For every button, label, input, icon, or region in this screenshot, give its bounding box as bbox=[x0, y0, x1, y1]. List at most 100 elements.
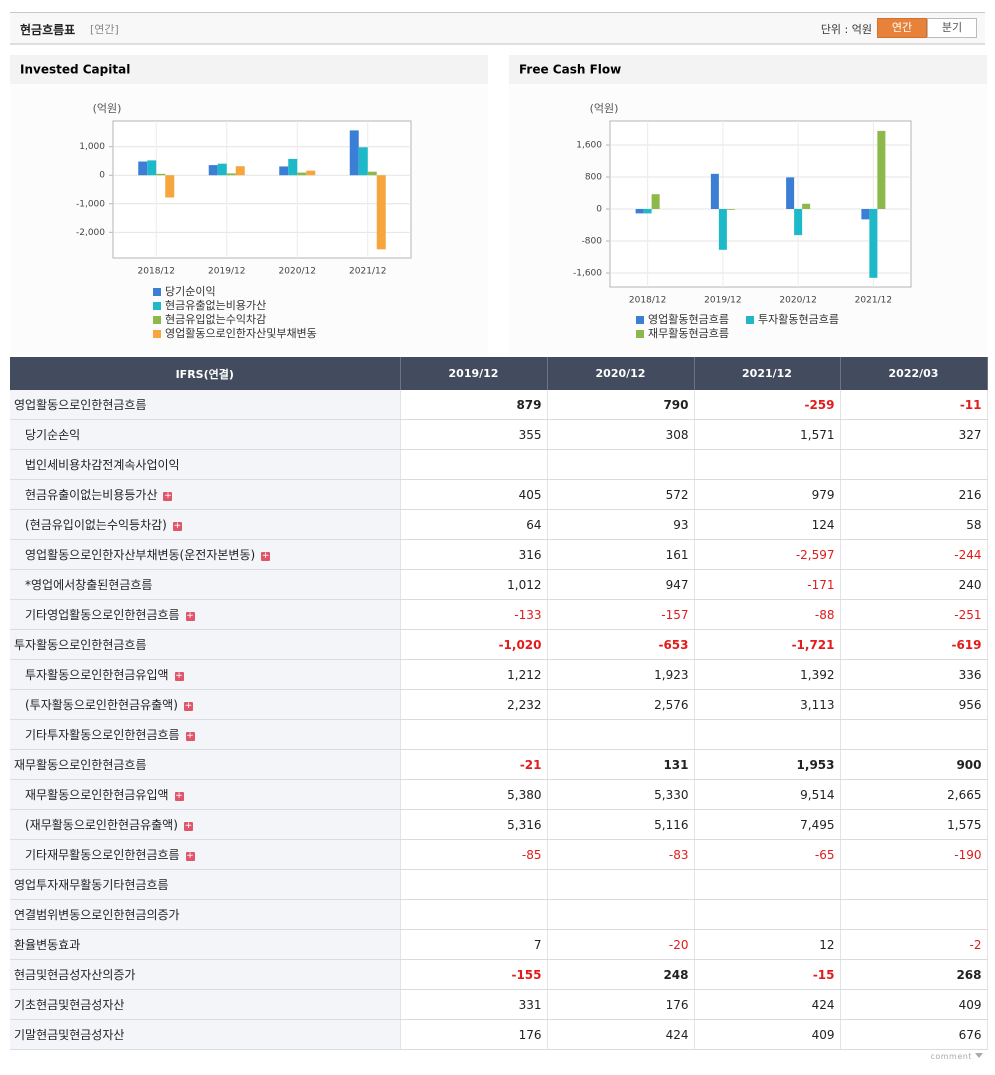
row-label: 투자활동으로인한현금유입액 bbox=[25, 668, 169, 682]
value-cell: 7,495 bbox=[694, 809, 841, 840]
panel-title-bar bbox=[509, 55, 987, 84]
legend-label: 현금유입없는수익차감 bbox=[165, 313, 266, 326]
x-tick-label: 2018/12 bbox=[138, 267, 175, 277]
value-cell bbox=[400, 869, 548, 900]
value-cell: 308 bbox=[547, 419, 695, 450]
row-label: 기말현금및현금성자산 bbox=[14, 1028, 125, 1042]
tab-quarterly[interactable]: 분기 bbox=[927, 18, 977, 38]
value-cell: 409 bbox=[840, 989, 988, 1020]
table-row: 환율변동효과 7 -20 12 -2 bbox=[10, 929, 988, 960]
row-label: 영업활동으로인한현금흐름 bbox=[14, 398, 147, 412]
row-label-cell: (재무활동으로인한현금유출액) + bbox=[10, 809, 401, 840]
expand-icon[interactable]: + bbox=[172, 521, 182, 531]
value-cell: 58 bbox=[840, 509, 988, 540]
expand-icon[interactable]: + bbox=[185, 851, 195, 861]
bar bbox=[349, 130, 359, 176]
bar bbox=[138, 161, 148, 176]
expand-icon[interactable]: + bbox=[185, 731, 195, 741]
table-row: 영업활동으로인한현금흐름 879 790 -259 -11 bbox=[10, 390, 988, 420]
y-tick-label: 1,600 bbox=[576, 141, 602, 151]
table-row: 기타투자활동으로인한현금흐름 + bbox=[10, 719, 988, 750]
value-cell: 93 bbox=[547, 509, 695, 540]
row-label-cell: 투자활동으로인한현금유입액 + bbox=[10, 659, 401, 690]
table-row: (재무활동으로인한현금유출액) +5,316 5,116 7,495 1,575 bbox=[10, 809, 988, 840]
expand-icon[interactable]: + bbox=[163, 491, 173, 501]
value-cell: 64 bbox=[400, 509, 548, 540]
x-tick-label: 2019/12 bbox=[704, 296, 741, 306]
value-cell bbox=[400, 899, 548, 930]
value-cell: -2,597 bbox=[694, 539, 841, 570]
value-cell: 947 bbox=[547, 569, 695, 600]
column-header: IFRS(연결) bbox=[10, 357, 401, 390]
value-cell: 5,330 bbox=[547, 779, 695, 810]
charts: Invested Capital Free Cash Flow (억원) 1,00… bbox=[10, 55, 987, 355]
expand-icon[interactable]: + bbox=[174, 671, 184, 681]
bar bbox=[635, 209, 644, 214]
value-cell: -157 bbox=[547, 599, 695, 630]
row-label-cell: 영업투자재무활동기타현금흐름 bbox=[10, 869, 401, 900]
value-cell bbox=[694, 719, 841, 750]
value-cell: -619 bbox=[840, 629, 988, 660]
value-cell: -155 bbox=[400, 959, 548, 990]
value-cell: -133 bbox=[400, 599, 548, 630]
bar bbox=[217, 163, 227, 176]
value-cell: 9,514 bbox=[694, 779, 841, 810]
value-cell: 424 bbox=[547, 1019, 695, 1050]
comment-label: comment bbox=[930, 1052, 972, 1061]
value-cell: 879 bbox=[400, 390, 548, 420]
bar bbox=[297, 172, 307, 176]
expand-icon[interactable]: + bbox=[174, 791, 184, 801]
bar bbox=[367, 171, 377, 176]
table-row: (현금유입이없는수익등차감) +64 93 124 58 bbox=[10, 509, 988, 540]
row-label-cell: 투자활동으로인한현금흐름 bbox=[10, 629, 401, 660]
value-cell: -65 bbox=[694, 839, 841, 870]
bar bbox=[306, 170, 316, 176]
column-header: 2019/12 bbox=[400, 357, 548, 390]
expand-icon[interactable]: + bbox=[185, 611, 195, 621]
legend-label: 재무활동현금흐름 bbox=[648, 326, 729, 340]
value-cell: 268 bbox=[840, 959, 988, 990]
row-label: 영업투자재무활동기타현금흐름 bbox=[14, 878, 169, 892]
bar bbox=[358, 147, 368, 176]
value-cell: 161 bbox=[547, 539, 695, 570]
column-header: 2020/12 bbox=[547, 357, 695, 390]
row-label: 기초현금및현금성자산 bbox=[14, 998, 125, 1012]
comment-toggle[interactable]: comment bbox=[930, 1052, 983, 1061]
bar bbox=[877, 130, 886, 209]
row-label-cell: 기타재무활동으로인한현금흐름 + bbox=[10, 839, 401, 870]
table-row: 재무활동으로인한현금유입액 +5,380 5,330 9,514 2,665 bbox=[10, 779, 988, 810]
value-cell: -251 bbox=[840, 599, 988, 630]
value-cell: 5,116 bbox=[547, 809, 695, 840]
value-cell: 355 bbox=[400, 419, 548, 450]
value-cell: 979 bbox=[694, 479, 841, 510]
row-label: 법인세비용차감전계속사업이익 bbox=[25, 458, 180, 472]
page-title: 현금흐름표 bbox=[20, 23, 76, 37]
row-label-cell: 환율변동효과 bbox=[10, 929, 401, 960]
y-tick-label: -800 bbox=[582, 237, 603, 247]
row-label: 재무활동으로인한현금흐름 bbox=[14, 758, 147, 772]
value-cell: 405 bbox=[400, 479, 548, 510]
table-row: 기타영업활동으로인한현금흐름 + -133 -157 -88 -251 bbox=[10, 599, 988, 630]
row-label-cell: 영업활동으로인한자산부채변동(운전자본변동) + bbox=[10, 539, 401, 570]
value-cell: 331 bbox=[400, 989, 548, 1020]
value-cell: -1,721 bbox=[694, 629, 841, 660]
tab-annual[interactable]: 연간 bbox=[877, 18, 927, 38]
value-cell: 1,571 bbox=[694, 419, 841, 450]
value-cell: -20 bbox=[547, 929, 695, 960]
value-cell: 2,576 bbox=[547, 689, 695, 720]
value-cell: -11 bbox=[840, 390, 988, 420]
plot-area bbox=[609, 120, 912, 288]
value-cell: -259 bbox=[694, 390, 841, 420]
expand-icon[interactable]: + bbox=[261, 551, 271, 561]
expand-icon[interactable]: + bbox=[183, 701, 193, 711]
table-row: 투자활동으로인한현금흐름 -1,020 -653 -1,721 -619 bbox=[10, 629, 988, 660]
value-cell: -83 bbox=[547, 839, 695, 870]
legend-label: 영업활동으로인한자산및부채변동 bbox=[165, 326, 317, 340]
expand-icon[interactable]: + bbox=[183, 821, 193, 831]
value-cell: -244 bbox=[840, 539, 988, 570]
chart-title: Invested Capital bbox=[20, 63, 130, 77]
row-label-cell: 당기순손익 bbox=[10, 419, 401, 450]
legend-swatch bbox=[636, 316, 644, 324]
panel-title-bar bbox=[10, 55, 488, 84]
